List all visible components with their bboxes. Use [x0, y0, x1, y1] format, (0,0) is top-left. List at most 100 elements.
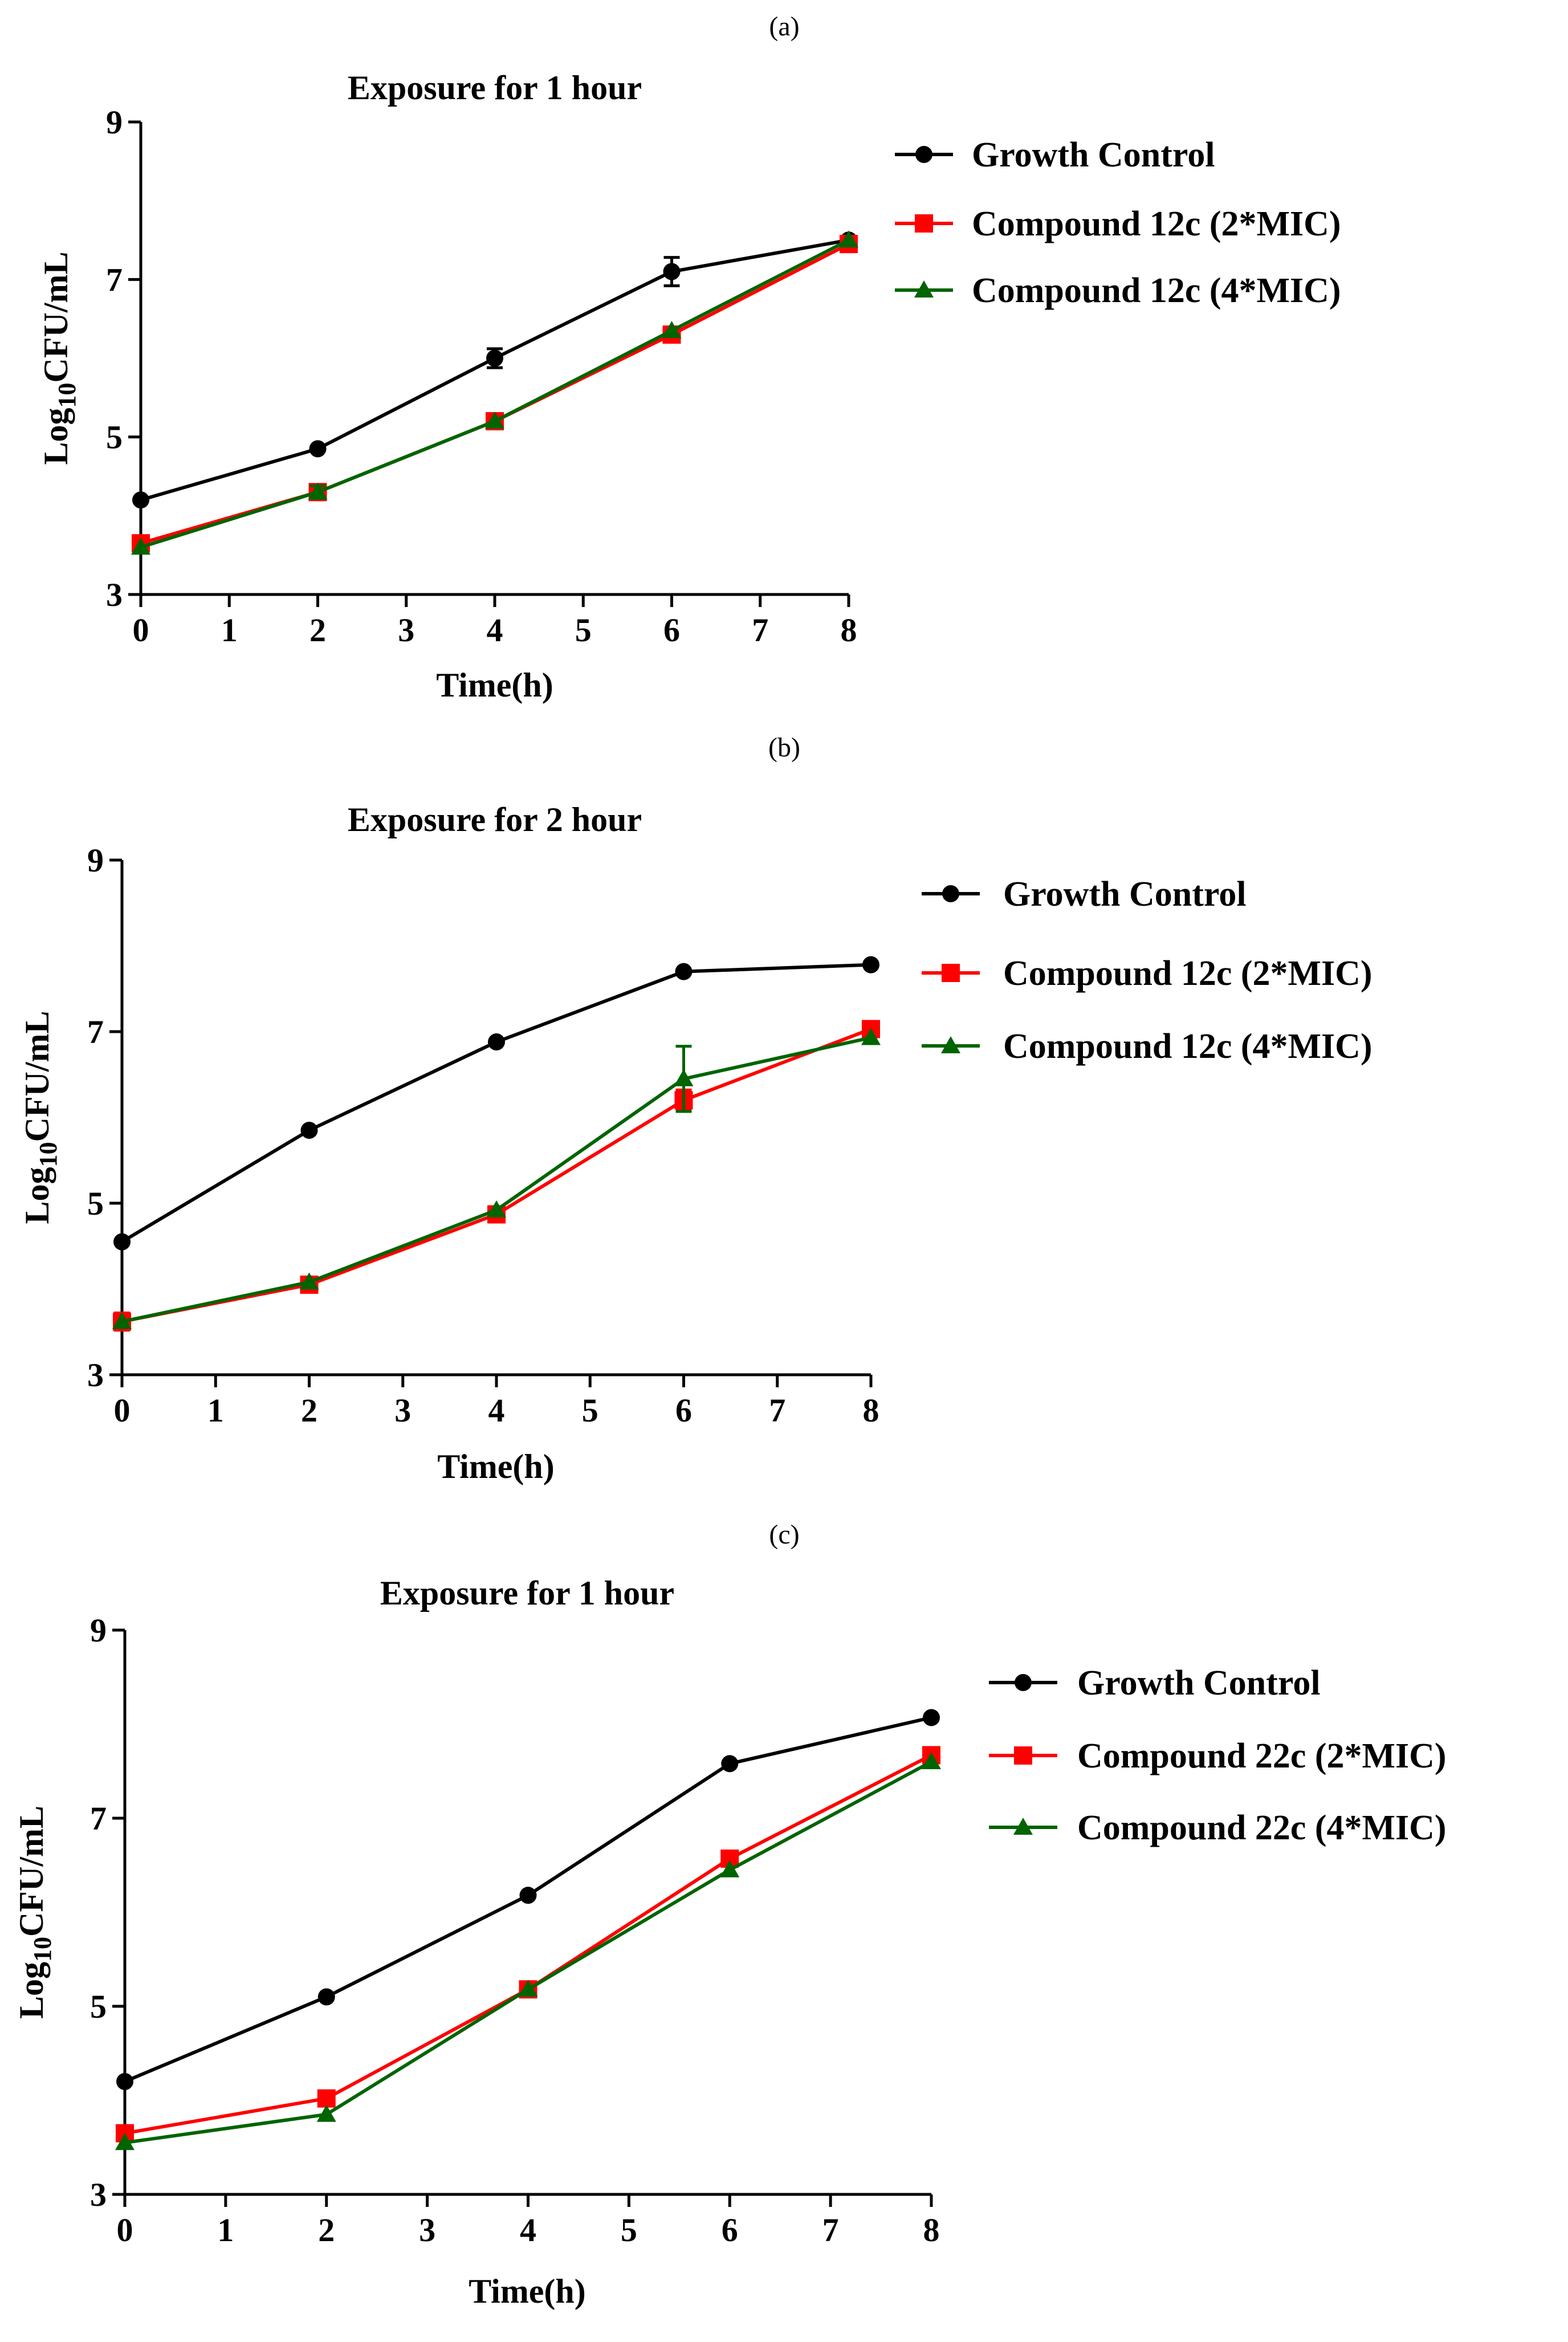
legend-label: Compound 12c (4*MIC) — [972, 271, 1341, 310]
legend-marker — [942, 885, 959, 902]
y-tick-label: 7 — [106, 261, 123, 298]
data-point — [862, 956, 879, 974]
x-tick-label: 1 — [217, 2211, 234, 2249]
legend-item: Compound 12c (2*MIC) — [922, 954, 1372, 993]
data-point — [662, 321, 682, 339]
legend-label: Compound 12c (2*MIC) — [972, 205, 1341, 243]
legend-marker — [1014, 1746, 1032, 1765]
panel-label: (b) — [768, 732, 800, 763]
x-axis-label: Time(h) — [437, 1448, 555, 1485]
legend-marker — [1013, 1818, 1033, 1835]
data-point — [839, 230, 858, 248]
x-tick-label: 3 — [398, 612, 414, 649]
data-point — [720, 1860, 740, 1877]
x-tick-label: 7 — [752, 612, 768, 649]
x-tick-label: 1 — [207, 1392, 224, 1429]
legend-label: Compound 12c (4*MIC) — [1003, 1027, 1372, 1066]
y-tick-label: 3 — [106, 576, 123, 613]
y-axis-label-subscript: 10 — [34, 1142, 62, 1167]
y-axis-label-unit: CFU/mL — [37, 251, 75, 382]
legend-item: Compound 22c (4*MIC) — [989, 1809, 1447, 1847]
x-tick-label: 0 — [133, 612, 149, 649]
series-0 — [113, 956, 879, 1251]
y-tick-label: 9 — [106, 104, 123, 141]
data-point — [488, 1033, 505, 1051]
y-axis-label: Log10CFU/mL — [37, 251, 81, 465]
series-line — [121, 963, 871, 1244]
legend-marker — [942, 964, 960, 982]
y-tick-label: 5 — [106, 419, 123, 456]
data-point — [317, 2089, 336, 2108]
x-tick-label: 3 — [394, 1392, 411, 1429]
legend-item: Compound 22c (2*MIC) — [989, 1737, 1447, 1775]
chart-panel-0: (a) Exposure for 1 hour 3 5 7 9 0 1 2 3 4 5 6 7 8 Time(… — [37, 11, 1341, 704]
chart-panel-2: (c) Exposure for 1 hour 3 5 7 9 0 1 2 3 4 5 6 7 8 Time(… — [13, 1520, 1447, 2310]
data-point — [487, 1200, 506, 1218]
series-line — [140, 242, 850, 545]
y-axis-label-unit: CFU/mL — [13, 1806, 50, 1937]
legend: Growth Control Compound 12c (2*MIC) Compou… — [922, 875, 1372, 1066]
data-point — [113, 1233, 131, 1251]
y-axis-label: Log10CFU/mL — [13, 1806, 56, 2019]
series-line — [140, 238, 849, 502]
x-tick-label: 6 — [675, 1392, 692, 1429]
panel-label: (a) — [769, 11, 799, 42]
y-axis-label-subscript: 10 — [53, 382, 81, 408]
data-point — [132, 491, 149, 509]
legend-label: Growth Control — [972, 136, 1215, 174]
legend-marker — [914, 280, 934, 298]
chart-panel-1: (b) Exposure for 2 hour 3 5 7 9 0 1 2 3 4 5 6 7 8 Time(… — [18, 732, 1372, 1485]
y-tick-label: 5 — [90, 1988, 107, 2025]
data-point — [674, 1069, 694, 1086]
y-axis-label-base: Log — [37, 408, 75, 465]
x-tick-label: 4 — [488, 1392, 505, 1429]
data-point — [299, 1272, 319, 1290]
x-tick-label: 6 — [722, 2211, 738, 2249]
data-point — [922, 1752, 941, 1769]
panel-label: (c) — [769, 1520, 799, 1550]
legend-marker — [1015, 1674, 1032, 1691]
data-point — [116, 2073, 133, 2090]
series-1 — [116, 1746, 940, 2143]
y-tick-label: 7 — [90, 1800, 107, 1837]
y-tick-label: 7 — [87, 1013, 104, 1050]
y-axis-label-subscript: 10 — [28, 1937, 56, 1962]
data-point — [317, 1988, 335, 2006]
series-line — [140, 238, 850, 549]
data-point — [309, 440, 327, 458]
series-2 — [112, 1028, 881, 1329]
series-1 — [113, 1020, 880, 1332]
data-point — [300, 1122, 318, 1139]
data-point — [518, 1980, 538, 1997]
y-axis-label-unit: CFU/mL — [18, 1011, 56, 1142]
x-axis-label: Time(h) — [469, 2272, 586, 2310]
series-2 — [131, 230, 858, 555]
legend-label: Growth Control — [1003, 875, 1247, 914]
x-tick-label: 3 — [419, 2211, 435, 2249]
series-line — [124, 1753, 932, 2135]
x-tick-label: 2 — [309, 612, 326, 649]
data-point — [308, 482, 328, 500]
legend: Growth Control Compound 12c (2*MIC) Compou… — [895, 136, 1341, 310]
x-tick-label: 8 — [841, 612, 857, 649]
legend-label: Compound 22c (2*MIC) — [1077, 1737, 1447, 1775]
data-point — [112, 1311, 132, 1329]
x-tick-label: 2 — [301, 1392, 317, 1429]
x-tick-label: 1 — [221, 612, 238, 649]
legend-item: Growth Control — [922, 875, 1247, 914]
data-point — [486, 349, 503, 367]
x-tick-label: 7 — [769, 1392, 785, 1429]
legend-label: Growth Control — [1077, 1664, 1321, 1702]
x-tick-label: 0 — [114, 1392, 131, 1429]
y-tick-label: 5 — [87, 1185, 104, 1222]
x-tick-label: 2 — [318, 2211, 335, 2249]
chart-title: Exposure for 2 hour — [348, 801, 642, 838]
y-tick-label: 3 — [90, 2176, 107, 2213]
data-point — [519, 1887, 537, 1904]
series-2 — [115, 1752, 941, 2150]
legend-marker — [915, 214, 933, 233]
legend-item: Growth Control — [895, 136, 1215, 174]
data-point — [923, 1709, 940, 1726]
x-tick-label: 5 — [621, 2211, 637, 2249]
legend-label: Compound 12c (2*MIC) — [1003, 954, 1372, 993]
